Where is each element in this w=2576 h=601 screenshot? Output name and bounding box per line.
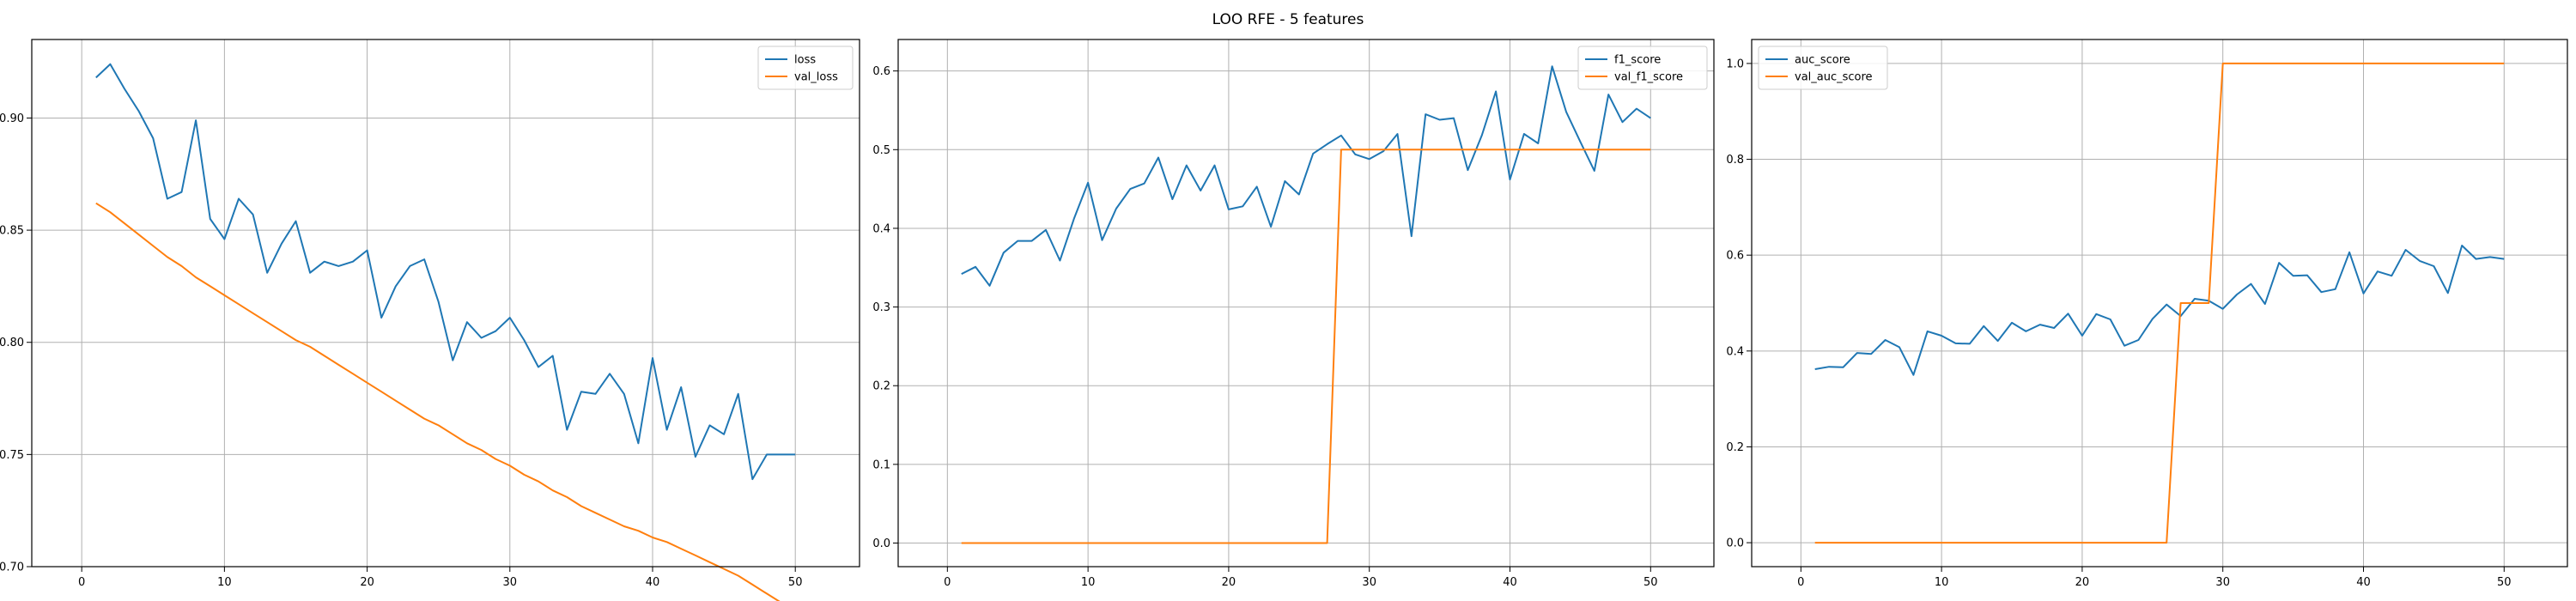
y-tick-label: 0.6 bbox=[1726, 250, 1744, 263]
subplot-f1-score: 0 10 20 30 40 50 0.0 0.1 0.2 0.3 0.4 0.5 0.6 f1_score… bbox=[872, 39, 1715, 589]
x-tick-label: 20 bbox=[360, 576, 374, 589]
x-tick-label: 40 bbox=[646, 576, 660, 589]
x-tick-label: 0 bbox=[944, 576, 951, 589]
legend: auc_score val_auc_score bbox=[1758, 46, 1888, 90]
x-tick-label: 20 bbox=[2075, 576, 2090, 589]
legend-label: val_auc_score bbox=[1795, 71, 1873, 84]
legend-box bbox=[1758, 46, 1888, 90]
x-tick-label: 30 bbox=[1362, 576, 1376, 589]
x-tick-label: 10 bbox=[217, 576, 232, 589]
x-tick-label: 50 bbox=[788, 576, 803, 589]
y-tick-label: 0.75 bbox=[0, 449, 24, 462]
legend-label: auc_score bbox=[1795, 54, 1850, 67]
series-line-f1-score bbox=[961, 65, 1651, 287]
x-tick-label: 50 bbox=[2497, 576, 2512, 589]
legend: loss val_loss bbox=[757, 46, 854, 90]
series-line-val-auc-score bbox=[1814, 62, 2505, 544]
y-tick-label: 0.1 bbox=[872, 458, 890, 471]
y-tick-label: 0.2 bbox=[872, 380, 890, 393]
x-tick-label: 10 bbox=[1081, 576, 1096, 589]
y-tick-label: 0.80 bbox=[0, 337, 24, 349]
axes-frame bbox=[1751, 39, 2568, 568]
legend-box bbox=[1577, 46, 1708, 90]
legend: f1_score val_f1_score bbox=[1577, 46, 1708, 90]
series-line-loss bbox=[95, 63, 796, 481]
series-line-val-f1-score bbox=[961, 149, 1651, 544]
legend-label: val_f1_score bbox=[1614, 71, 1683, 84]
legend-label: loss bbox=[794, 54, 816, 67]
x-tick-label: 30 bbox=[2215, 576, 2230, 589]
y-tick-label: 0.0 bbox=[1726, 537, 1744, 550]
figure-title: LOO RFE - 5 features bbox=[1212, 11, 1364, 28]
y-tick-label: 0.85 bbox=[0, 225, 24, 238]
y-tick-label: 0.5 bbox=[872, 144, 890, 157]
y-tick-label: 0.90 bbox=[0, 112, 24, 125]
axes-frame bbox=[897, 39, 1715, 568]
series-line-val-loss bbox=[95, 202, 781, 601]
y-tick-label: 0.6 bbox=[872, 65, 890, 78]
y-tick-label: 0.3 bbox=[872, 301, 890, 314]
axes-frame bbox=[31, 39, 860, 568]
subplot-loss: 0 10 20 30 40 50 0.70 0.75 0.80 0.85 0.90 loss val_l… bbox=[0, 39, 860, 601]
legend-label: val_loss bbox=[794, 71, 838, 84]
y-tick-label: 1.0 bbox=[1726, 58, 1744, 70]
x-tick-label: 40 bbox=[2356, 576, 2371, 589]
subplot-auc-score: 0 10 20 30 40 50 0.0 0.2 0.4 0.6 0.8 1.0 auc_scoreva… bbox=[1726, 39, 2568, 589]
x-tick-label: 10 bbox=[1935, 576, 1949, 589]
x-tick-label: 50 bbox=[1643, 576, 1658, 589]
x-tick-label: 40 bbox=[1503, 576, 1517, 589]
legend-box bbox=[757, 46, 854, 90]
x-tick-label: 20 bbox=[1222, 576, 1236, 589]
y-tick-label: 0.4 bbox=[1726, 345, 1744, 358]
legend-label: f1_score bbox=[1614, 54, 1661, 67]
y-tick-label: 0.8 bbox=[1726, 154, 1744, 167]
x-tick-label: 30 bbox=[503, 576, 518, 589]
y-tick-label: 0.4 bbox=[872, 222, 890, 235]
x-tick-label: 0 bbox=[1797, 576, 1804, 589]
y-tick-label: 0.70 bbox=[0, 562, 24, 574]
x-tick-label: 0 bbox=[78, 576, 85, 589]
y-tick-label: 0.0 bbox=[872, 537, 890, 550]
y-tick-label: 0.2 bbox=[1726, 441, 1744, 454]
series-line-auc-score bbox=[1814, 245, 2505, 376]
